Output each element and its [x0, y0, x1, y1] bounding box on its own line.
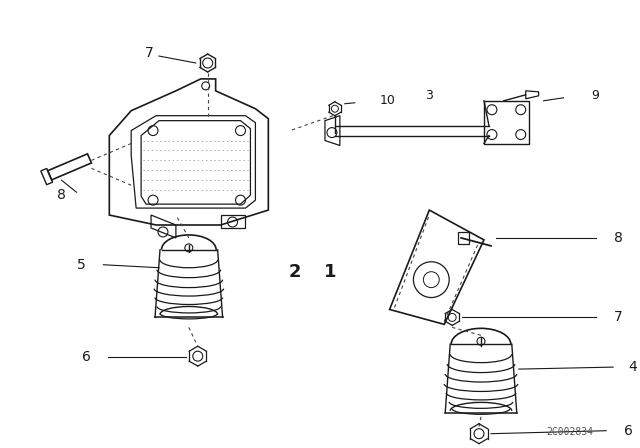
Text: 8: 8 — [614, 231, 623, 245]
Text: 3: 3 — [426, 89, 433, 102]
Text: 6: 6 — [623, 424, 632, 438]
Text: 9: 9 — [591, 89, 599, 102]
Text: 4: 4 — [628, 360, 637, 374]
Text: 7: 7 — [145, 46, 154, 60]
Text: 2: 2 — [289, 263, 301, 281]
Text: 8: 8 — [57, 188, 66, 202]
Text: 1: 1 — [324, 263, 336, 281]
Text: 6: 6 — [82, 350, 91, 364]
Text: 2C002834: 2C002834 — [547, 426, 593, 437]
Text: 7: 7 — [614, 310, 623, 324]
Text: 10: 10 — [380, 94, 396, 107]
Text: 5: 5 — [77, 258, 86, 272]
